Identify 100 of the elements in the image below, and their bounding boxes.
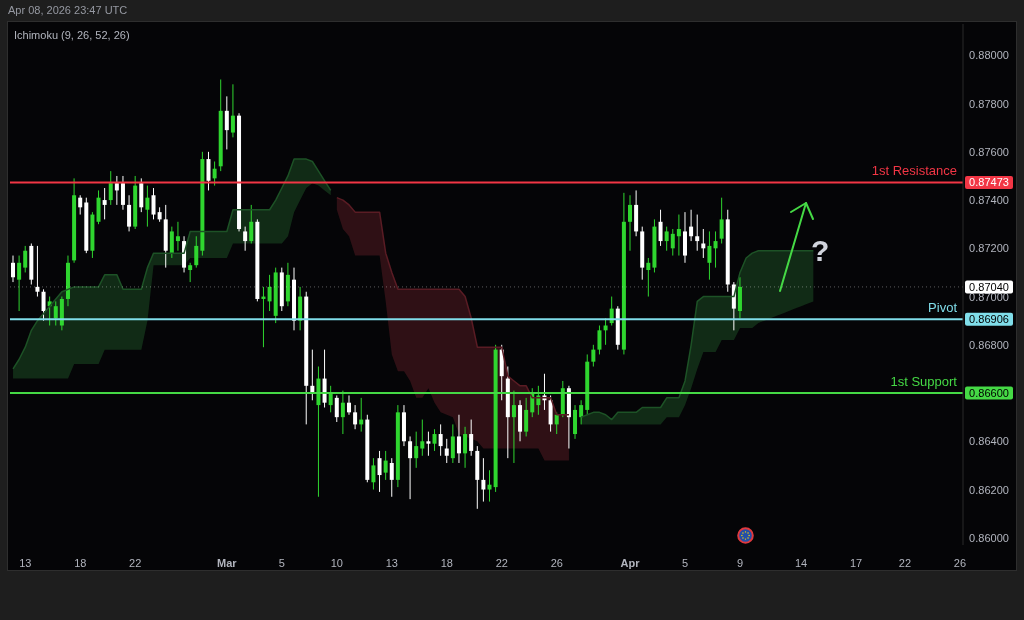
candlestick — [169, 226, 174, 259]
candlestick — [230, 83, 235, 138]
candlestick — [511, 390, 516, 464]
candlestick — [377, 450, 382, 493]
candlestick — [102, 187, 107, 220]
x-tick-label: 18 — [74, 557, 87, 569]
x-tick-label: 10 — [330, 557, 343, 569]
y-tick-label: 0.87600 — [969, 145, 1009, 158]
candlestick — [151, 187, 156, 220]
candlestick — [383, 450, 388, 481]
x-tick-label: 18 — [440, 557, 453, 569]
candlestick — [524, 397, 529, 437]
y-tick-label: 0.86906 — [969, 313, 1009, 326]
candlestick — [438, 423, 443, 457]
x-tick-label: 17 — [849, 557, 863, 569]
candlestick — [420, 419, 425, 457]
text: Apr 08, 2026 23:47 UTC — [8, 4, 128, 16]
ref-line-label: 1st Support — [890, 374, 958, 390]
y-tick-label: 0.87800 — [969, 97, 1009, 110]
candlestick — [175, 221, 180, 252]
x-tick-label: 13 — [385, 557, 398, 569]
candlestick — [456, 414, 461, 464]
candlestick — [408, 435, 413, 500]
candlestick — [695, 214, 700, 252]
y-tick-label: 0.88000 — [969, 49, 1009, 62]
candlestick — [17, 255, 22, 312]
candlestick — [389, 457, 394, 498]
candlestick — [206, 151, 211, 191]
x-tick-label: 5 — [681, 557, 689, 569]
candlestick — [41, 288, 46, 322]
ref-line-label: 1st Resistance — [871, 163, 957, 179]
candlestick — [23, 245, 28, 273]
candlestick — [114, 175, 119, 206]
candlestick — [194, 235, 199, 269]
candlestick — [658, 209, 663, 247]
candlestick — [249, 204, 254, 244]
x-tick-label: 14 — [794, 557, 808, 569]
candlestick — [127, 194, 132, 232]
candlestick — [224, 95, 229, 150]
candlestick — [371, 457, 376, 491]
candlestick — [78, 194, 83, 216]
candlestick — [719, 197, 724, 244]
x-tick-label: 22 — [898, 557, 912, 569]
candlestick — [53, 300, 58, 326]
candlestick — [469, 419, 474, 457]
annotation: ? — [811, 234, 830, 267]
candlestick — [701, 228, 706, 259]
candlestick — [689, 209, 694, 242]
x-tick-label: 9 — [736, 557, 744, 569]
y-tick-label: 0.87000 — [969, 290, 1009, 303]
candlestick — [579, 399, 584, 425]
candlestick — [120, 175, 125, 211]
candlestick — [145, 185, 150, 228]
annotation: Ichimoku (9, 26, 52, 26) — [14, 29, 130, 41]
candlestick — [628, 194, 633, 252]
y-tick-label: 0.86000 — [969, 531, 1009, 544]
candlestick — [426, 431, 431, 457]
candlestick — [676, 214, 681, 257]
x-tick-label: 26 — [953, 557, 967, 569]
candlestick — [267, 274, 272, 312]
x-tick-label: 13 — [19, 557, 32, 569]
y-tick-label: 0.86600 — [969, 387, 1009, 400]
candlestick — [444, 438, 449, 464]
y-tick-label: 0.87200 — [969, 242, 1009, 255]
candlestick — [463, 426, 468, 469]
candlestick — [340, 390, 345, 435]
candlestick — [481, 457, 486, 503]
candlestick — [334, 394, 339, 423]
candlestick — [707, 230, 712, 281]
candlestick — [188, 262, 193, 283]
candlestick — [353, 404, 358, 430]
y-tick-label: 0.86200 — [969, 483, 1009, 496]
x-tick-label: Apr — [620, 557, 641, 569]
candlestick — [212, 160, 217, 187]
x-tick-label: 26 — [550, 557, 563, 569]
y-tick-label: 0.86400 — [969, 435, 1009, 448]
candlestick — [713, 230, 718, 269]
candlestick — [414, 431, 419, 469]
candlestick — [243, 226, 248, 252]
candlestick — [664, 226, 669, 252]
candlestick — [328, 385, 333, 413]
y-tick-label: 0.87040 — [969, 280, 1009, 293]
candlestick — [591, 344, 596, 368]
candlestick — [108, 170, 113, 206]
x-tick-label: 5 — [278, 557, 285, 569]
ref-line-label: Pivot — [928, 300, 958, 316]
x-tick-label: 22 — [495, 557, 508, 569]
y-tick-label: 0.87473 — [969, 176, 1009, 189]
candlestick — [670, 228, 675, 257]
candlestick — [646, 257, 651, 298]
candlestick — [597, 325, 602, 355]
candlestick — [35, 245, 40, 298]
y-tick-label: 0.86800 — [969, 338, 1009, 351]
x-tick-label: Mar — [217, 557, 238, 569]
candlestick — [11, 255, 15, 283]
candlestick — [432, 428, 437, 452]
candlestick — [346, 394, 351, 416]
candlestick — [450, 423, 455, 464]
x-tick-label: 22 — [129, 557, 142, 569]
y-tick-label: 0.87400 — [969, 194, 1009, 207]
